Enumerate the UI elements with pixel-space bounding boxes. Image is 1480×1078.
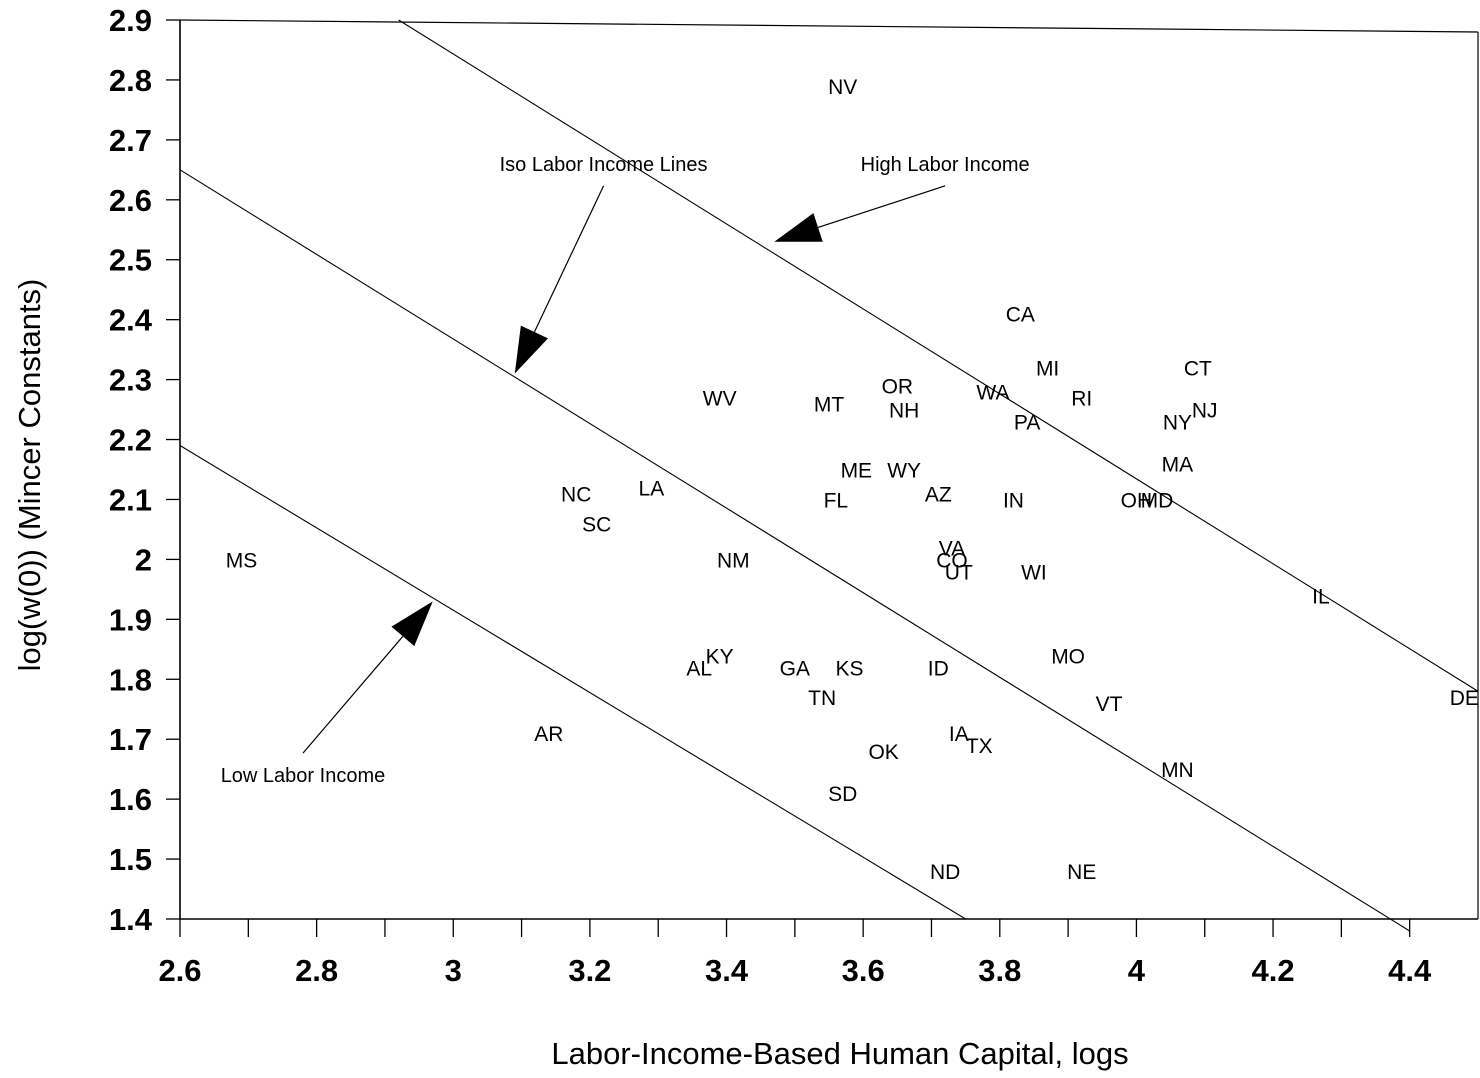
- point-label: MO: [1051, 645, 1085, 668]
- x-tick-label: 2.6: [158, 953, 201, 988]
- annotation-arrowhead: [514, 325, 548, 374]
- y-axis-title: log(w(0)) (Mincer Constants): [12, 279, 47, 672]
- y-tick-label: 2.4: [109, 303, 153, 338]
- point-label: OK: [868, 741, 898, 764]
- y-tick-label: 2.9: [109, 3, 152, 38]
- y-tick-label: 2.5: [109, 243, 152, 278]
- annotation-arrow-shaft: [817, 185, 946, 229]
- point-label: WY: [887, 460, 921, 483]
- y-tick-label: 2.2: [109, 423, 152, 458]
- point-label: KS: [835, 657, 863, 680]
- point-label: KY: [706, 645, 734, 668]
- y-tick-label: 2.3: [109, 363, 152, 398]
- point-label: SC: [582, 513, 611, 536]
- y-tick-label: 1.8: [109, 662, 152, 697]
- annotation-arrowhead: [391, 601, 433, 647]
- point-label: MS: [226, 549, 258, 572]
- point-label: FL: [824, 489, 849, 512]
- annotation-label: High Labor Income: [861, 154, 1030, 176]
- point-label: TN: [808, 687, 836, 710]
- annotation-arrow-shaft: [533, 185, 605, 333]
- point-label: PA: [1014, 412, 1040, 435]
- x-tick-label: 3.8: [978, 953, 1021, 988]
- point-label: UT: [945, 561, 973, 584]
- point-label: CT: [1184, 358, 1212, 381]
- iso-line: [179, 445, 966, 920]
- point-label: CA: [1006, 304, 1035, 327]
- point-label: ND: [930, 861, 960, 884]
- y-tick-label: 2.6: [109, 183, 152, 218]
- point-label: NE: [1067, 861, 1096, 884]
- point-label: MT: [814, 394, 844, 417]
- annotations: High Labor Income Iso Labor Income Lines L…: [221, 154, 1030, 787]
- point-label: GA: [780, 657, 810, 680]
- annotation-arrowhead: [774, 213, 823, 242]
- x-tick-label: 4.2: [1251, 953, 1294, 988]
- point-label: ME: [841, 460, 873, 483]
- point-label: WV: [703, 388, 737, 411]
- y-tick-label: 2: [135, 542, 152, 577]
- point-label: NY: [1163, 412, 1192, 435]
- point-label: NV: [828, 76, 857, 99]
- x-tick-label: 3.4: [705, 953, 749, 988]
- point-label: MN: [1161, 759, 1194, 782]
- annotation-label: Low Labor Income: [221, 765, 386, 787]
- x-tick-label: 2.8: [295, 953, 338, 988]
- point-label: AR: [534, 723, 563, 746]
- x-tick-label: 3.6: [842, 953, 885, 988]
- point-label: LA: [639, 477, 665, 500]
- point-label: NC: [561, 483, 591, 506]
- point-label: OR: [882, 376, 914, 399]
- point-label: VA: [939, 537, 965, 560]
- y-tick-label: 2.7: [109, 123, 152, 158]
- annotation-arrow-shaft: [302, 635, 404, 754]
- x-axis-ticks: 2.6 2.8 3 3.2 3.4 3.6 3.8 4 4.2 4.4: [158, 919, 1432, 988]
- point-label: CO: [936, 549, 968, 572]
- iso-lines: [179, 19, 1479, 932]
- y-tick-label: 1.5: [109, 842, 152, 877]
- point-label: NJ: [1192, 400, 1218, 423]
- y-tick-label: 1.6: [109, 782, 152, 817]
- point-label: TX: [966, 735, 993, 758]
- point-label: IL: [1312, 585, 1330, 608]
- point-label: IA: [949, 723, 969, 746]
- point-label: AZ: [925, 483, 952, 506]
- point-label: VT: [1096, 693, 1123, 716]
- point-label: WI: [1021, 561, 1047, 584]
- x-tick-label: 3: [445, 953, 462, 988]
- y-tick-label: 2.8: [109, 63, 152, 98]
- x-tick-label: 4: [1128, 953, 1146, 988]
- point-label: ID: [928, 657, 949, 680]
- point-label: AL: [686, 657, 712, 680]
- point-label: MA: [1162, 454, 1194, 477]
- y-tick-label: 1.9: [109, 602, 152, 637]
- y-tick-label: 1.7: [109, 722, 152, 757]
- point-label: MI: [1036, 358, 1059, 381]
- iso-line: [398, 19, 1479, 692]
- point-label: MD: [1141, 489, 1174, 512]
- x-axis-title: Labor-Income-Based Human Capital, logs: [551, 1036, 1128, 1071]
- iso-line: [179, 169, 1410, 932]
- y-tick-label: 1.4: [109, 902, 153, 937]
- point-label: SD: [828, 783, 857, 806]
- plot-top-border: [179, 19, 1479, 33]
- point-label: IN: [1003, 489, 1024, 512]
- point-label: NM: [717, 549, 750, 572]
- point-label: OH: [1121, 489, 1153, 512]
- y-axis-ticks: 1.4 1.5 1.6 1.7 1.8 1.9 2 2.1 2.2 2.3 2.4 2.5 2.6 2.7…: [109, 3, 180, 937]
- point-label: NH: [889, 400, 919, 423]
- point-label: WA: [976, 382, 1009, 405]
- point-label: RI: [1071, 388, 1092, 411]
- y-tick-label: 2.1: [109, 482, 152, 517]
- x-tick-label: 4.4: [1388, 953, 1432, 988]
- annotation-label: Iso Labor Income Lines: [500, 154, 708, 176]
- x-tick-label: 3.2: [568, 953, 611, 988]
- point-label: DE: [1450, 687, 1479, 710]
